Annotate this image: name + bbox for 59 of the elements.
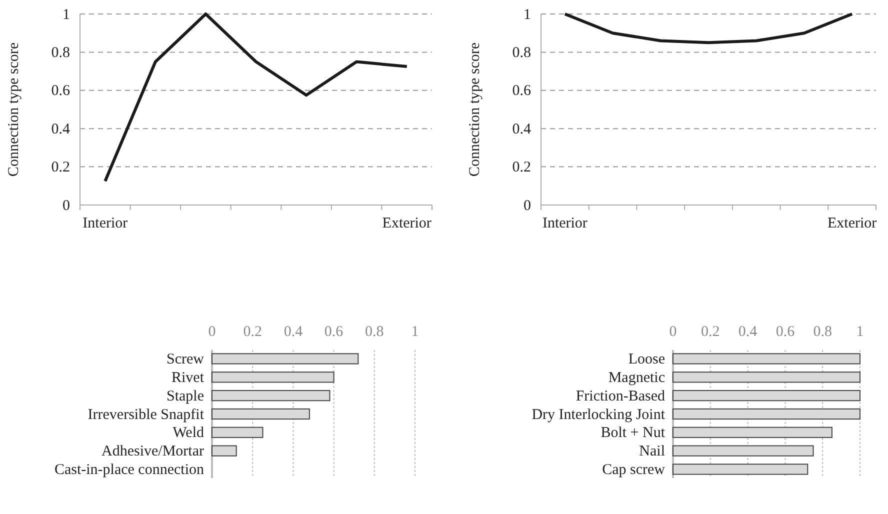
bar [672, 464, 808, 475]
x-tick-label: 0.4 [284, 324, 304, 340]
line-series [104, 12, 408, 183]
bar [212, 353, 359, 364]
y-tick-label: 1 [62, 6, 70, 23]
bar [672, 372, 860, 383]
y-tick-label: 0.4 [51, 121, 70, 138]
y-tick-label: Weld [172, 425, 204, 442]
x-tick-label: 0.8 [813, 324, 832, 340]
y-tick-label: Friction-Based [576, 388, 666, 404]
bar [212, 372, 334, 383]
bar [212, 390, 330, 402]
bar [672, 408, 860, 420]
y-axis-title: Connection type score [467, 42, 483, 177]
y-tick-label: Staple [166, 388, 204, 404]
line-series [563, 12, 854, 44]
y-tick-label: Screw [166, 352, 204, 368]
y-tick-label: 0.6 [512, 83, 532, 100]
y-tick-label: 0 [62, 198, 70, 214]
x-tick-label: 0.8 [365, 324, 384, 340]
bar [212, 445, 237, 456]
y-tick-label: Loose [628, 352, 666, 368]
x-tick-label: 1 [856, 324, 864, 340]
x-tick-label: 0 [669, 324, 677, 340]
y-tick-label: Irreversible Snapfit [88, 406, 205, 423]
y-tick-label: Dry Interlocking Joint [532, 406, 666, 423]
y-tick-label: 0.2 [512, 160, 531, 176]
y-tick-label: 0.8 [512, 45, 531, 61]
y-tick-label: Bolt + Nut [600, 425, 666, 442]
x-tick-label: Exterior [382, 216, 432, 232]
bar [212, 408, 310, 420]
y-tick-label: Adhesive/Mortar [102, 444, 204, 460]
bar [672, 426, 832, 438]
x-tick-label: 0.6 [776, 324, 796, 340]
x-tick-label: Interior [82, 216, 128, 232]
x-tick-label: Interior [542, 216, 588, 232]
y-tick-label: Cap screw [602, 462, 666, 478]
x-tick-label: 0.6 [324, 324, 344, 340]
bar [672, 445, 814, 456]
y-tick-label: 0.2 [51, 160, 70, 176]
x-tick-label: 0.2 [243, 324, 262, 340]
x-tick-label: 0.4 [738, 324, 758, 340]
x-tick-label: 0 [208, 324, 216, 340]
x-tick-label: 1 [411, 324, 419, 340]
x-tick-label: Exterior [827, 216, 877, 232]
y-tick-label: 0.6 [51, 83, 70, 100]
y-tick-label: Cast-in-place connection [54, 462, 204, 478]
bar [212, 426, 264, 438]
bar [672, 353, 860, 364]
y-tick-label: 0.8 [51, 45, 70, 61]
y-tick-label: Rivet [172, 370, 205, 386]
y-tick-label: 0 [524, 198, 531, 214]
y-tick-label: Magnetic [608, 370, 666, 386]
y-axis-title: Connection type score [6, 42, 22, 177]
y-tick-label: Nail [639, 444, 665, 460]
y-tick-label: 0.4 [512, 121, 532, 138]
x-tick-label: 0.2 [701, 324, 720, 340]
bar [672, 390, 860, 402]
y-tick-label: 1 [524, 6, 531, 23]
